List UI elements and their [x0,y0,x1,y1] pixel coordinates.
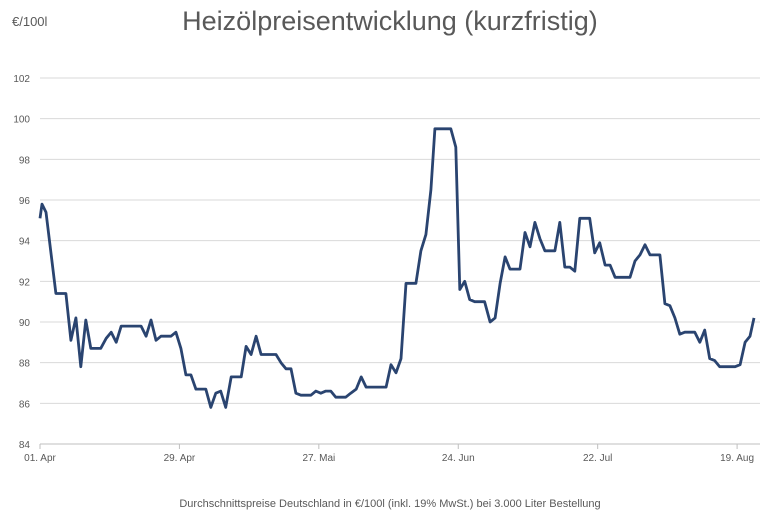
x-tick-label: 19. Aug [720,453,754,464]
y-tick-label: 100 [13,115,30,126]
gridlines [39,77,760,449]
price-line [38,127,756,409]
y-tick-label: 92 [19,277,31,288]
y-tick-label: 86 [19,399,31,410]
x-tick-label: 29. Apr [164,453,196,464]
y-tick-label: 94 [19,237,31,248]
x-tick-label: 22. Jul [583,453,612,464]
y-tick-label: 96 [19,196,31,207]
y-axis-label: €/100l [12,14,48,29]
y-tick-labels: 84 86 88 90 92 94 96 98 100 102 [13,74,30,451]
x-tick-label: 24. Jun [442,453,475,464]
chart-footnote: Durchschnittspreise Deutschland in €/100… [179,498,601,510]
x-tick-label: 27. Mai [302,453,335,464]
x-tick-label: 01. Apr [24,453,56,464]
y-tick-label: 102 [13,74,30,85]
y-tick-label: 90 [19,318,31,329]
y-tick-label: 88 [19,359,31,370]
chart-title: Heizölpreisentwicklung (kurzfristig) [182,6,598,36]
series-lines [38,127,756,409]
y-tick-label: 84 [19,440,31,451]
x-tick-labels: 01. Apr 29. Apr 27. Mai 24. Jun 22. Jul 19. A… [24,453,754,464]
y-tick-label: 98 [19,155,31,166]
